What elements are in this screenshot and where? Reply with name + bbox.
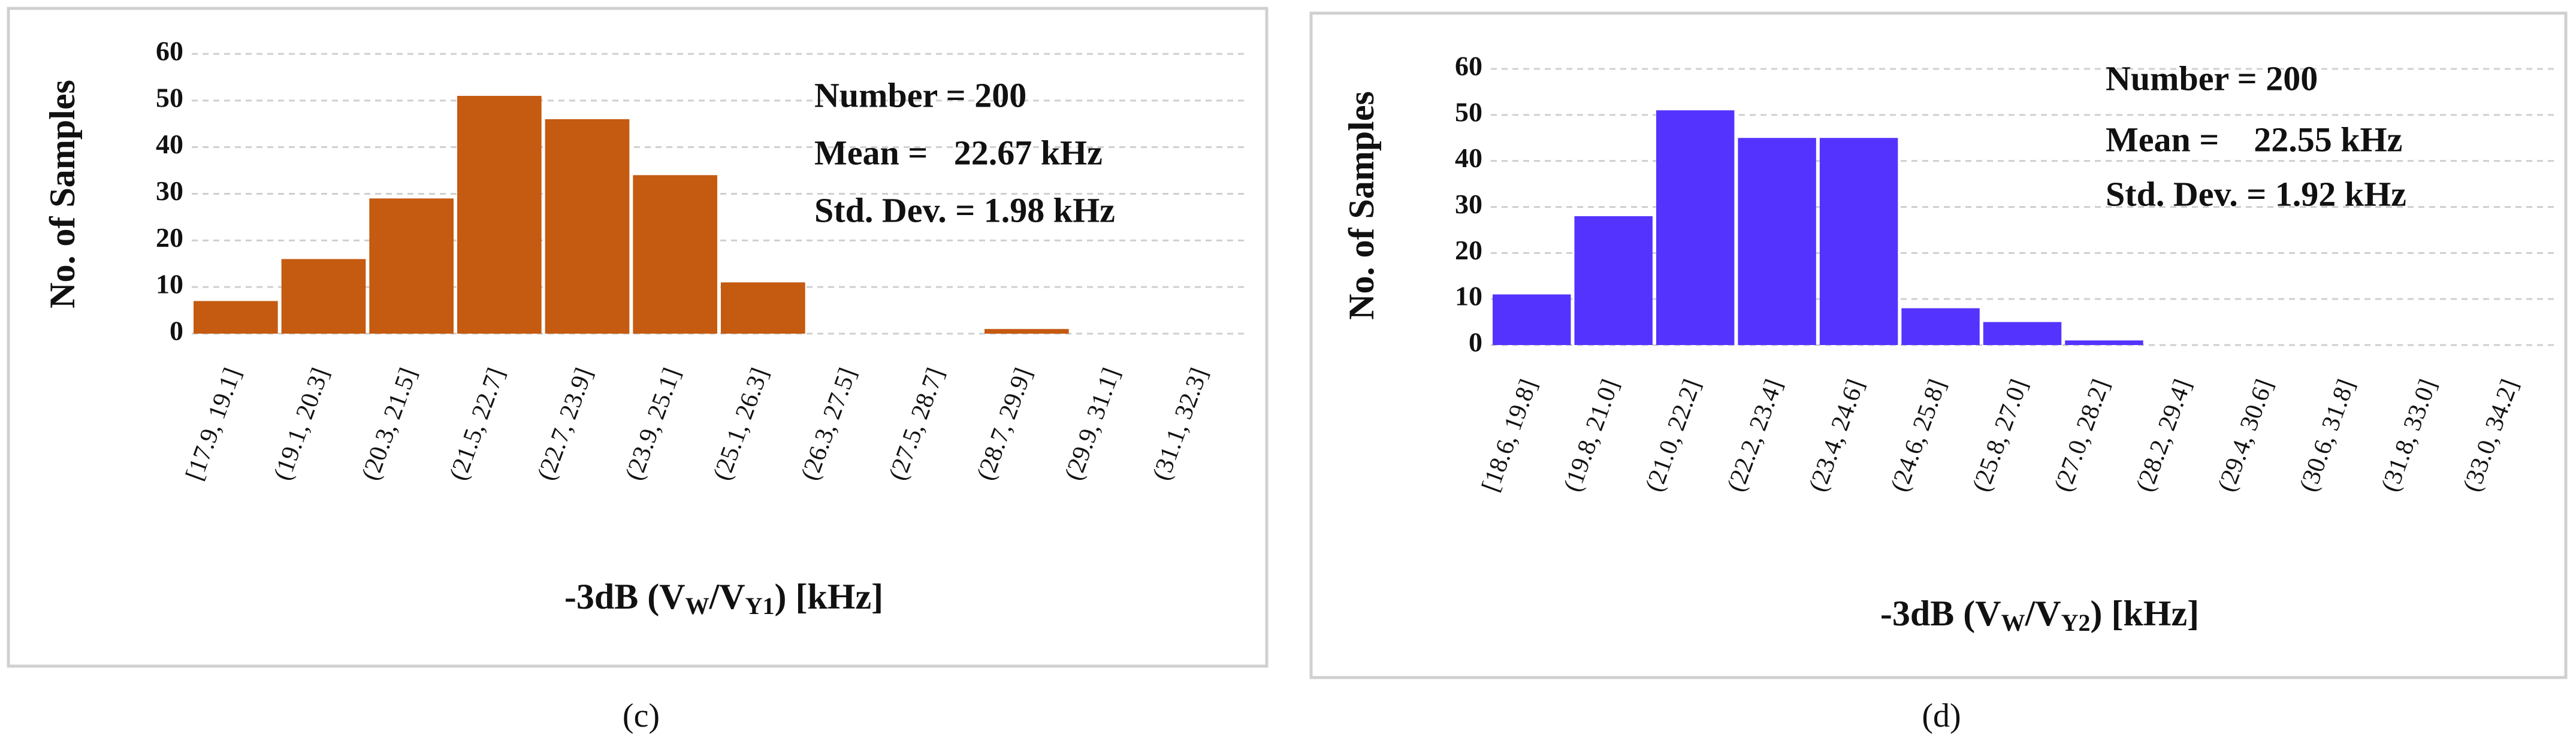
x-axis-label-part: -3dB (V	[564, 577, 685, 616]
x-tick-label: (29.9, 31.1]	[1059, 364, 1125, 484]
x-tick-label: (26.3, 27.5]	[796, 364, 862, 484]
bar	[2065, 340, 2143, 345]
panel-frame	[7, 7, 1269, 668]
x-tick-label: (28.2, 29.4]	[2131, 376, 2197, 495]
y-tick-label: 30	[156, 176, 183, 206]
x-tick-label: (23.9, 25.1]	[620, 364, 686, 484]
bar	[633, 175, 717, 334]
y-axis-label: No. of Samples	[1342, 91, 1381, 320]
y-tick-label: 10	[156, 269, 183, 300]
bar	[721, 282, 805, 334]
x-axis-label-part: W	[2001, 609, 2025, 636]
bar	[457, 96, 542, 334]
annotation: Number = 200	[814, 75, 1026, 114]
x-tick-label: (22.2, 23.4]	[1722, 376, 1788, 495]
bar	[1738, 138, 1816, 345]
y-tick-label: 20	[156, 222, 183, 253]
x-tick-label: (22.7, 23.9]	[532, 364, 598, 484]
x-tick-label: [17.9, 19.1]	[181, 364, 247, 484]
x-tick-label: (24.6, 25.8]	[1886, 376, 1952, 495]
y-tick-label: 50	[1455, 96, 1482, 127]
panel-frame	[1309, 11, 2568, 679]
y-tick-label: 40	[156, 129, 183, 159]
x-axis-label-part: ) [kHz]	[2090, 594, 2199, 633]
x-axis-label: -3dB (VW/VY2) [kHz]	[1880, 594, 2199, 636]
y-tick-label: 20	[1455, 235, 1482, 265]
x-axis-label-part: Y1	[745, 592, 775, 619]
x-tick-label: (31.8, 33.0]	[2376, 376, 2442, 495]
bar	[1493, 294, 1571, 345]
x-tick-label: (19.8, 21.0]	[1559, 376, 1624, 495]
y-tick-label: 0	[170, 316, 183, 346]
bar	[1983, 322, 2062, 345]
x-tick-label: (25.1, 26.3]	[708, 364, 774, 484]
x-tick-label: [18.6, 19.8]	[1476, 376, 1542, 495]
x-axis-label: -3dB (VW/VY1) [kHz]	[564, 577, 883, 619]
bar	[281, 259, 366, 334]
y-tick-label: 50	[156, 82, 183, 113]
bar	[985, 329, 1069, 334]
x-tick-label: (21.5, 22.7]	[445, 364, 511, 484]
x-axis-label-part: ) [kHz]	[774, 577, 883, 616]
y-tick-label: 40	[1455, 143, 1482, 173]
annotation: Number = 200	[2106, 59, 2318, 98]
x-axis-label-part: /V	[709, 577, 745, 616]
x-tick-label: (25.8, 27.0]	[1967, 376, 2033, 495]
caption: (c)	[623, 697, 660, 734]
y-tick-label: 0	[1469, 327, 1482, 358]
bar	[369, 198, 454, 334]
y-axis-label: No. of Samples	[43, 80, 82, 309]
annotation: Std. Dev. = 1.92 kHz	[2106, 174, 2406, 213]
y-tick-label: 60	[156, 36, 183, 66]
x-axis-label-part: W	[685, 592, 709, 619]
x-tick-label: (31.1, 32.3]	[1147, 364, 1213, 484]
annotation: Std. Dev. = 1.98 kHz	[814, 190, 1115, 229]
x-tick-label: (29.4, 30.6]	[2213, 376, 2279, 495]
x-tick-label: (27.5, 28.7]	[884, 364, 950, 484]
y-tick-label: 30	[1455, 189, 1482, 219]
x-axis-label-part: -3dB (V	[1880, 594, 2001, 633]
x-tick-label: (23.4, 24.6]	[1804, 376, 1870, 495]
bar	[194, 301, 278, 334]
caption: (d)	[1922, 697, 1961, 734]
bar	[545, 119, 630, 334]
x-axis-label-part: /V	[2025, 594, 2061, 633]
x-tick-label: (20.3, 21.5]	[357, 364, 422, 484]
x-tick-label: (21.0, 22.2]	[1640, 376, 1706, 495]
x-tick-label: (28.7, 29.9]	[972, 364, 1038, 484]
y-tick-label: 60	[1455, 51, 1482, 81]
annotation: Mean = 22.55 kHz	[2106, 120, 2402, 159]
y-tick-label: 10	[1455, 281, 1482, 312]
bar	[1819, 138, 1898, 345]
x-tick-label: (27.0, 28.2]	[2049, 376, 2115, 495]
bar	[1901, 308, 1980, 345]
x-tick-label: (19.1, 20.3]	[268, 364, 334, 484]
annotation: Mean = 22.67 kHz	[814, 133, 1103, 172]
bar	[1656, 110, 1735, 345]
x-tick-label: (30.6, 31.8]	[2294, 376, 2360, 495]
x-axis-label-part: Y2	[2061, 609, 2091, 636]
x-tick-label: (33.0, 34.2]	[2458, 376, 2524, 495]
bar	[1574, 216, 1653, 345]
